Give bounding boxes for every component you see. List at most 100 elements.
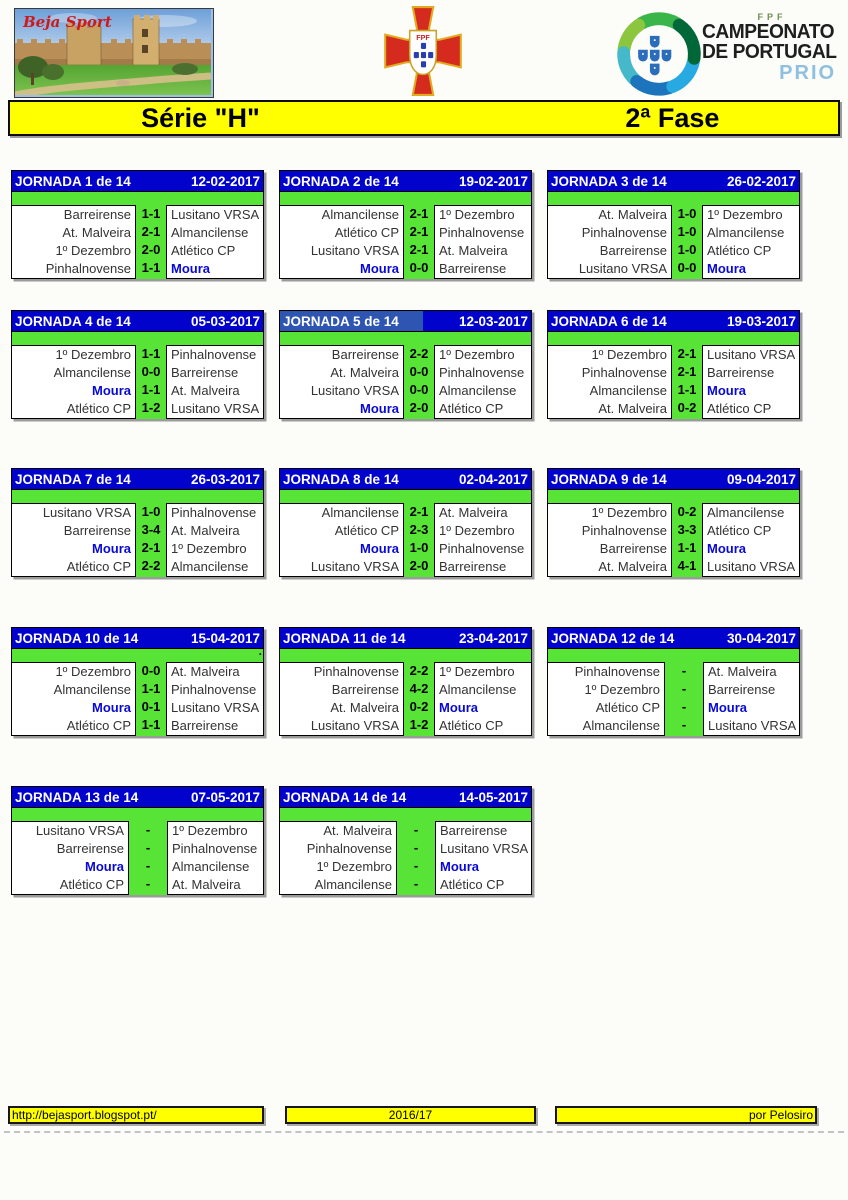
away-teams-column: 1º Dezembro Pinhalnovense Almancilense Atlé… (434, 345, 532, 419)
away-teams-column: 1º Dezembro Almancilense Atlético CP Moura (702, 205, 800, 279)
jornada-date: 02-04-2017 (458, 471, 528, 487)
home-team: Moura (360, 401, 399, 416)
home-team: 1º Dezembro (55, 347, 131, 362)
match-score: - (145, 840, 151, 855)
jornada-header: JORNADA 8 de 14 02-04-2017 (279, 468, 532, 490)
match-score: 1-0 (677, 206, 697, 221)
jornada-title: JORNADA 2 de 14 (283, 173, 399, 189)
jornada-matches: Pinhalnovense 1º Dezembro Atlético CP Alman… (547, 662, 800, 736)
home-teams-column: 1º Dezembro Almancilense Moura Atlético CP (11, 662, 136, 736)
scores-column: 2-1 2-3 1-0 2-0 (404, 503, 434, 577)
scores-column: 0-2 3-3 1-1 4-1 (672, 503, 702, 577)
jornada-green-bar (547, 649, 800, 662)
jornada-header: JORNADA 11 de 14 23-04-2017 (279, 627, 532, 649)
home-teams-column: Lusitano VRSA Barreirense Moura Atlético CP (11, 503, 136, 577)
match-score: - (681, 681, 687, 696)
home-team: Atlético CP (66, 559, 131, 574)
match-score: 2-3 (409, 522, 429, 537)
home-team: Atlético CP (66, 718, 131, 733)
home-teams-column: 1º Dezembro Pinhalnovense Barreirense At. M… (547, 503, 672, 577)
away-teams-column: Lusitano VRSA Barreirense Moura Atlético CP (702, 345, 800, 419)
match-score: 2-1 (409, 206, 429, 221)
match-score: 0-0 (141, 663, 161, 678)
match-score: 1-1 (141, 382, 161, 397)
home-team: Moura (92, 700, 131, 715)
away-team: Pinhalnovense (171, 682, 257, 697)
away-team: At. Malveira (171, 664, 240, 679)
home-team: Lusitano VRSA (310, 383, 399, 398)
jornada-title: JORNADA 4 de 14 (15, 313, 131, 329)
away-team: Lusitano VRSA (171, 700, 260, 715)
jornada-block: JORNADA 5 de 14 12-03-2017 Barreirense At… (279, 310, 532, 419)
stray-dot: . (258, 644, 262, 658)
away-team: 1º Dezembro (707, 207, 783, 222)
away-team: Atlético CP (707, 523, 772, 538)
match-score: - (145, 858, 151, 873)
jornada-date: 09-04-2017 (726, 471, 796, 487)
match-score: 1-0 (141, 504, 161, 519)
jornada-green-bar (547, 490, 800, 503)
scores-column: 0-0 1-1 0-1 1-1 (136, 662, 166, 736)
jornada-matches: Lusitano VRSA Barreirense Moura Atlético CP… (11, 503, 264, 577)
away-team: Almancilense (439, 682, 517, 697)
jornada-matches: Lusitano VRSA Barreirense Moura Atlético CP… (11, 821, 264, 895)
away-team: 1º Dezembro (171, 541, 247, 556)
match-score: 1-0 (409, 540, 429, 555)
jornada-block: JORNADA 6 de 14 19-03-2017 1º Dezembro Pi… (547, 310, 800, 419)
match-score: 0-2 (409, 699, 429, 714)
beja-sport-photo: Beja Sport (14, 8, 214, 98)
jornada-matches: 1º Dezembro Almancilense Moura Atlético CP … (11, 345, 264, 419)
match-score: 2-1 (677, 346, 697, 361)
campeonato-prio-label: PRIO (779, 62, 837, 84)
away-team: Barreirense (708, 682, 776, 697)
away-team: 1º Dezembro (439, 664, 515, 679)
jornada-header: JORNADA 10 de 14 15-04-2017 (11, 627, 264, 649)
home-team: Lusitano VRSA (310, 559, 399, 574)
home-teams-column: Almancilense Atlético CP Lusitano VRSA Mour… (279, 205, 404, 279)
match-score: 2-1 (409, 242, 429, 257)
away-team: Almancilense (171, 225, 249, 240)
home-team: At. Malveira (598, 207, 667, 222)
jornada-title: JORNADA 10 de 14 (15, 630, 139, 646)
blog-url[interactable]: http://bejasport.blogspot.pt/ (8, 1106, 264, 1124)
home-team: Almancilense (589, 383, 667, 398)
match-score: 1-1 (141, 206, 161, 221)
home-team: Lusitano VRSA (35, 823, 124, 838)
campeonato-fpf-label: FPF (757, 12, 787, 22)
home-team: Pinhalnovense (574, 664, 660, 679)
jornada-matches: At. Malveira Pinhalnovense 1º Dezembro Alma… (279, 821, 532, 895)
home-team: Almancilense (321, 207, 399, 222)
away-team: Lusitano VRSA (171, 207, 260, 222)
jornada-header: JORNADA 13 de 14 07-05-2017 (11, 786, 264, 808)
page-break-line (4, 1131, 844, 1133)
jornada-date: 26-02-2017 (726, 173, 796, 189)
match-score: 0-0 (677, 260, 697, 275)
home-team: Moura (92, 541, 131, 556)
away-team: At. Malveira (708, 664, 777, 679)
jornada-title: JORNADA 7 de 14 (15, 471, 131, 487)
campeonato-line1: CAMPEONATO (702, 21, 835, 43)
match-score: 1-1 (141, 346, 161, 361)
away-teams-column: Pinhalnovense At. Malveira 1º Dezembro Alma… (166, 503, 264, 577)
match-score: 1-2 (409, 717, 429, 732)
home-team: Barreirense (599, 243, 667, 258)
jornada-date: 12-03-2017 (458, 313, 528, 329)
away-team: 1º Dezembro (439, 523, 515, 538)
away-teams-column: 1º Dezembro Pinhalnovense At. Malveira Barr… (434, 205, 532, 279)
away-team: At. Malveira (171, 383, 240, 398)
season-label: 2016/17 (285, 1106, 536, 1124)
jornada-block: JORNADA 14 de 14 14-05-2017 At. Malveira… (279, 786, 532, 895)
jornada-title: JORNADA 3 de 14 (551, 173, 667, 189)
match-score: 1-1 (677, 540, 697, 555)
match-score: 1-1 (141, 681, 161, 696)
match-score: 0-0 (409, 260, 429, 275)
scores-column: 1-1 0-0 1-1 1-2 (136, 345, 166, 419)
away-team: Pinhalnovense (439, 365, 525, 380)
jornada-green-bar: . (11, 644, 264, 662)
home-team: Barreirense (63, 523, 131, 538)
jornada-title: JORNADA 8 de 14 (283, 471, 399, 487)
home-team: Atlético CP (66, 401, 131, 416)
jornada-date: 15-04-2017 (190, 630, 260, 646)
home-teams-column: Pinhalnovense Barreirense At. Malveira Lusi… (279, 662, 404, 736)
